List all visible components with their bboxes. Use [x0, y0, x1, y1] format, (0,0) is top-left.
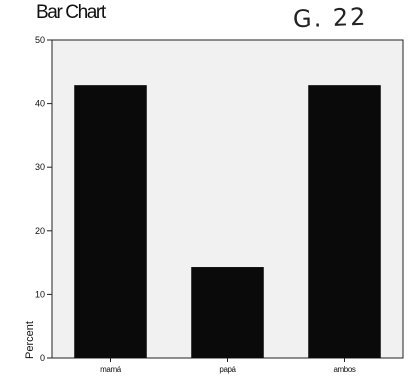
- y-tick-label: 30: [35, 162, 45, 172]
- x-axis-labels: mamá papá ambos: [100, 358, 356, 374]
- chart-title: Bar Chart: [36, 2, 106, 23]
- y-axis-ticks: 0 10 20 30 40 50: [35, 35, 52, 363]
- x-category-label: ambos: [333, 365, 355, 374]
- bar-1: [74, 85, 147, 358]
- bar-2: [191, 267, 264, 358]
- y-tick-label: 10: [35, 289, 45, 299]
- y-axis-title: Percent: [24, 321, 36, 359]
- bar-3: [308, 85, 381, 358]
- y-tick-label: 50: [35, 35, 45, 45]
- y-tick-label: 40: [35, 99, 45, 109]
- y-tick-label: 0: [40, 353, 45, 363]
- x-category-label: papá: [219, 365, 236, 374]
- bars-group: [74, 85, 381, 358]
- y-tick-label: 20: [35, 226, 45, 236]
- x-category-label: mamá: [100, 365, 122, 374]
